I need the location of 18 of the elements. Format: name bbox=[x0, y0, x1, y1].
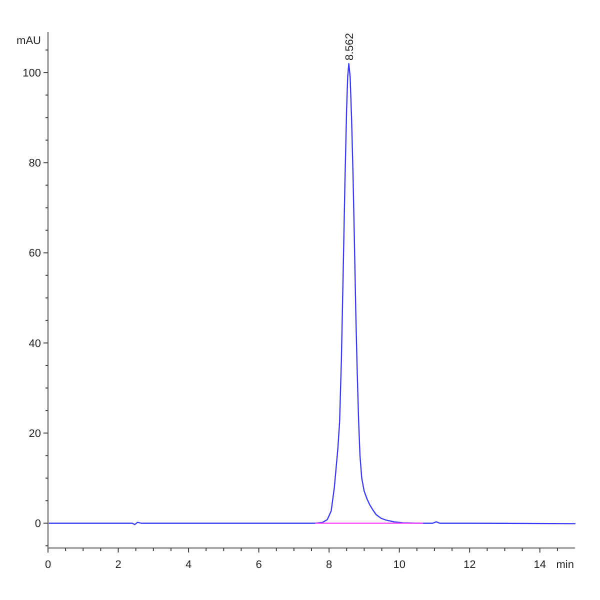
x-tick-label: 10 bbox=[393, 559, 406, 571]
x-tick-label: 6 bbox=[256, 559, 262, 571]
y-tick-label: 80 bbox=[28, 158, 41, 170]
x-tick-label: 2 bbox=[115, 559, 122, 571]
y-tick-label: 100 bbox=[22, 67, 41, 80]
x-tick-label: 8 bbox=[326, 559, 332, 571]
y-tick-label: 60 bbox=[28, 248, 41, 260]
x-tick-label: 4 bbox=[185, 559, 192, 571]
y-axis-title: mAU bbox=[16, 35, 42, 47]
annotation: 8.562 bbox=[344, 33, 356, 61]
line-series bbox=[47, 62, 576, 526]
x-tick-label: 12 bbox=[463, 559, 476, 571]
x-axis-title: min bbox=[556, 559, 574, 571]
y-tick-label: 0 bbox=[34, 518, 41, 530]
x-tick-label: 0 bbox=[44, 559, 52, 571]
x-tick-label: 14 bbox=[534, 559, 546, 571]
y-tick-label: 40 bbox=[28, 338, 41, 350]
y-tick-label: 20 bbox=[28, 428, 41, 440]
